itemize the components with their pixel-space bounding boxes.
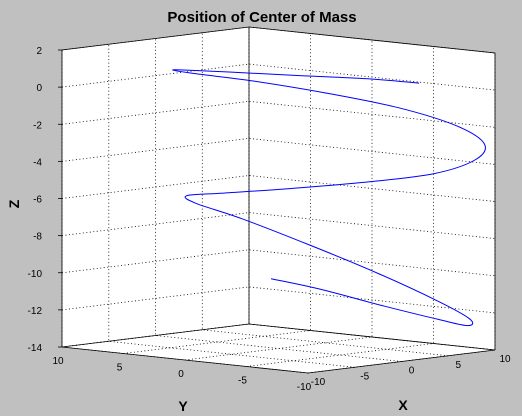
z-tick-label: -2 xyxy=(33,120,42,131)
y-tick-label: 5 xyxy=(117,363,123,374)
axis-panels xyxy=(62,27,495,373)
x-tick-label: -10 xyxy=(311,377,326,388)
y-tick-label: -10 xyxy=(297,382,312,393)
z-tick-label: -12 xyxy=(28,306,43,317)
chart-title: Position of Center of Mass xyxy=(167,9,356,26)
x-tick-label: 5 xyxy=(455,360,461,371)
x-tick-label: 10 xyxy=(499,354,511,365)
z-tick-label: -14 xyxy=(28,343,43,354)
z-axis-label: Z xyxy=(6,199,22,208)
x-grid-line xyxy=(155,38,402,362)
series-line-0 xyxy=(172,69,486,327)
x-tick-label: 0 xyxy=(409,366,415,377)
z-tick-labels: 2 0 -2 -4 -6 -8 -10 -12 -14 xyxy=(28,46,62,354)
z-tick-label: -10 xyxy=(28,269,43,280)
x-axis-label: X xyxy=(398,397,408,413)
y-tick-label: 0 xyxy=(178,369,184,380)
x-tick-label: -5 xyxy=(360,371,369,382)
z-tick-label: -4 xyxy=(33,157,42,168)
x-tick-labels: -10 -5 0 5 10 xyxy=(311,354,511,388)
floor xyxy=(62,324,495,373)
z-tick-label: 0 xyxy=(36,83,42,94)
y-tick-label: 10 xyxy=(52,356,64,367)
z-tick-label: -6 xyxy=(33,195,42,206)
axis-frame xyxy=(61,26,496,374)
x-grid-line xyxy=(108,44,355,368)
plot-area xyxy=(172,69,486,327)
z-tick-label: -8 xyxy=(33,232,42,243)
y-tick-label: -5 xyxy=(238,376,247,387)
x-grid-line xyxy=(201,32,449,357)
y-axis-label: Y xyxy=(178,398,188,414)
z-tick-label: 2 xyxy=(36,46,42,57)
y-tick-labels: 10 5 0 -5 -10 xyxy=(52,356,311,393)
